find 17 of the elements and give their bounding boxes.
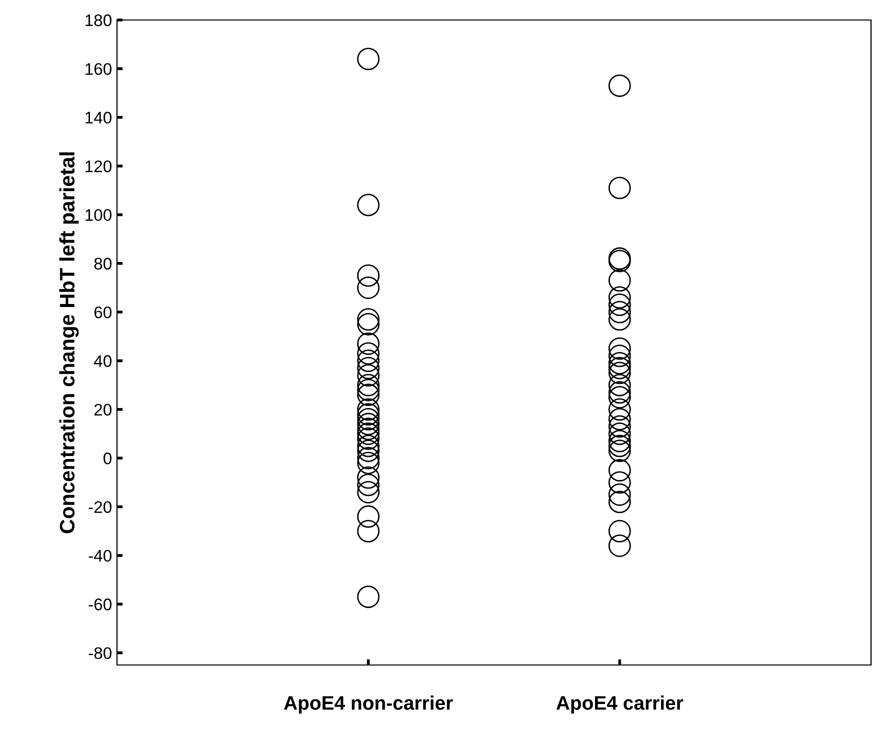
y-tick-label: 160 (86, 63, 112, 75)
y-tick-label: 180 (86, 14, 112, 26)
y-tick-label: 0 (104, 452, 112, 464)
y-tick-label: 80 (94, 258, 112, 270)
y-tick-label: 60 (94, 306, 112, 318)
y-tick-label: 40 (94, 355, 112, 367)
y-tick-label: -20 (88, 501, 112, 513)
y-tick-label: -80 (88, 647, 112, 660)
x-tick-label: ApoE4 non-carrier (284, 696, 453, 714)
y-tick-label: -60 (88, 598, 112, 610)
y-tick-label: 140 (86, 112, 112, 124)
y-tick-label: -40 (88, 550, 112, 562)
y-tick-label: 100 (86, 209, 112, 221)
y-tick-label: 120 (86, 160, 112, 172)
y-axis-title: Concentration change HbT left parietal (59, 152, 79, 534)
y-tick-label: 20 (94, 404, 112, 416)
x-tick-label: ApoE4 carrier (556, 696, 684, 714)
